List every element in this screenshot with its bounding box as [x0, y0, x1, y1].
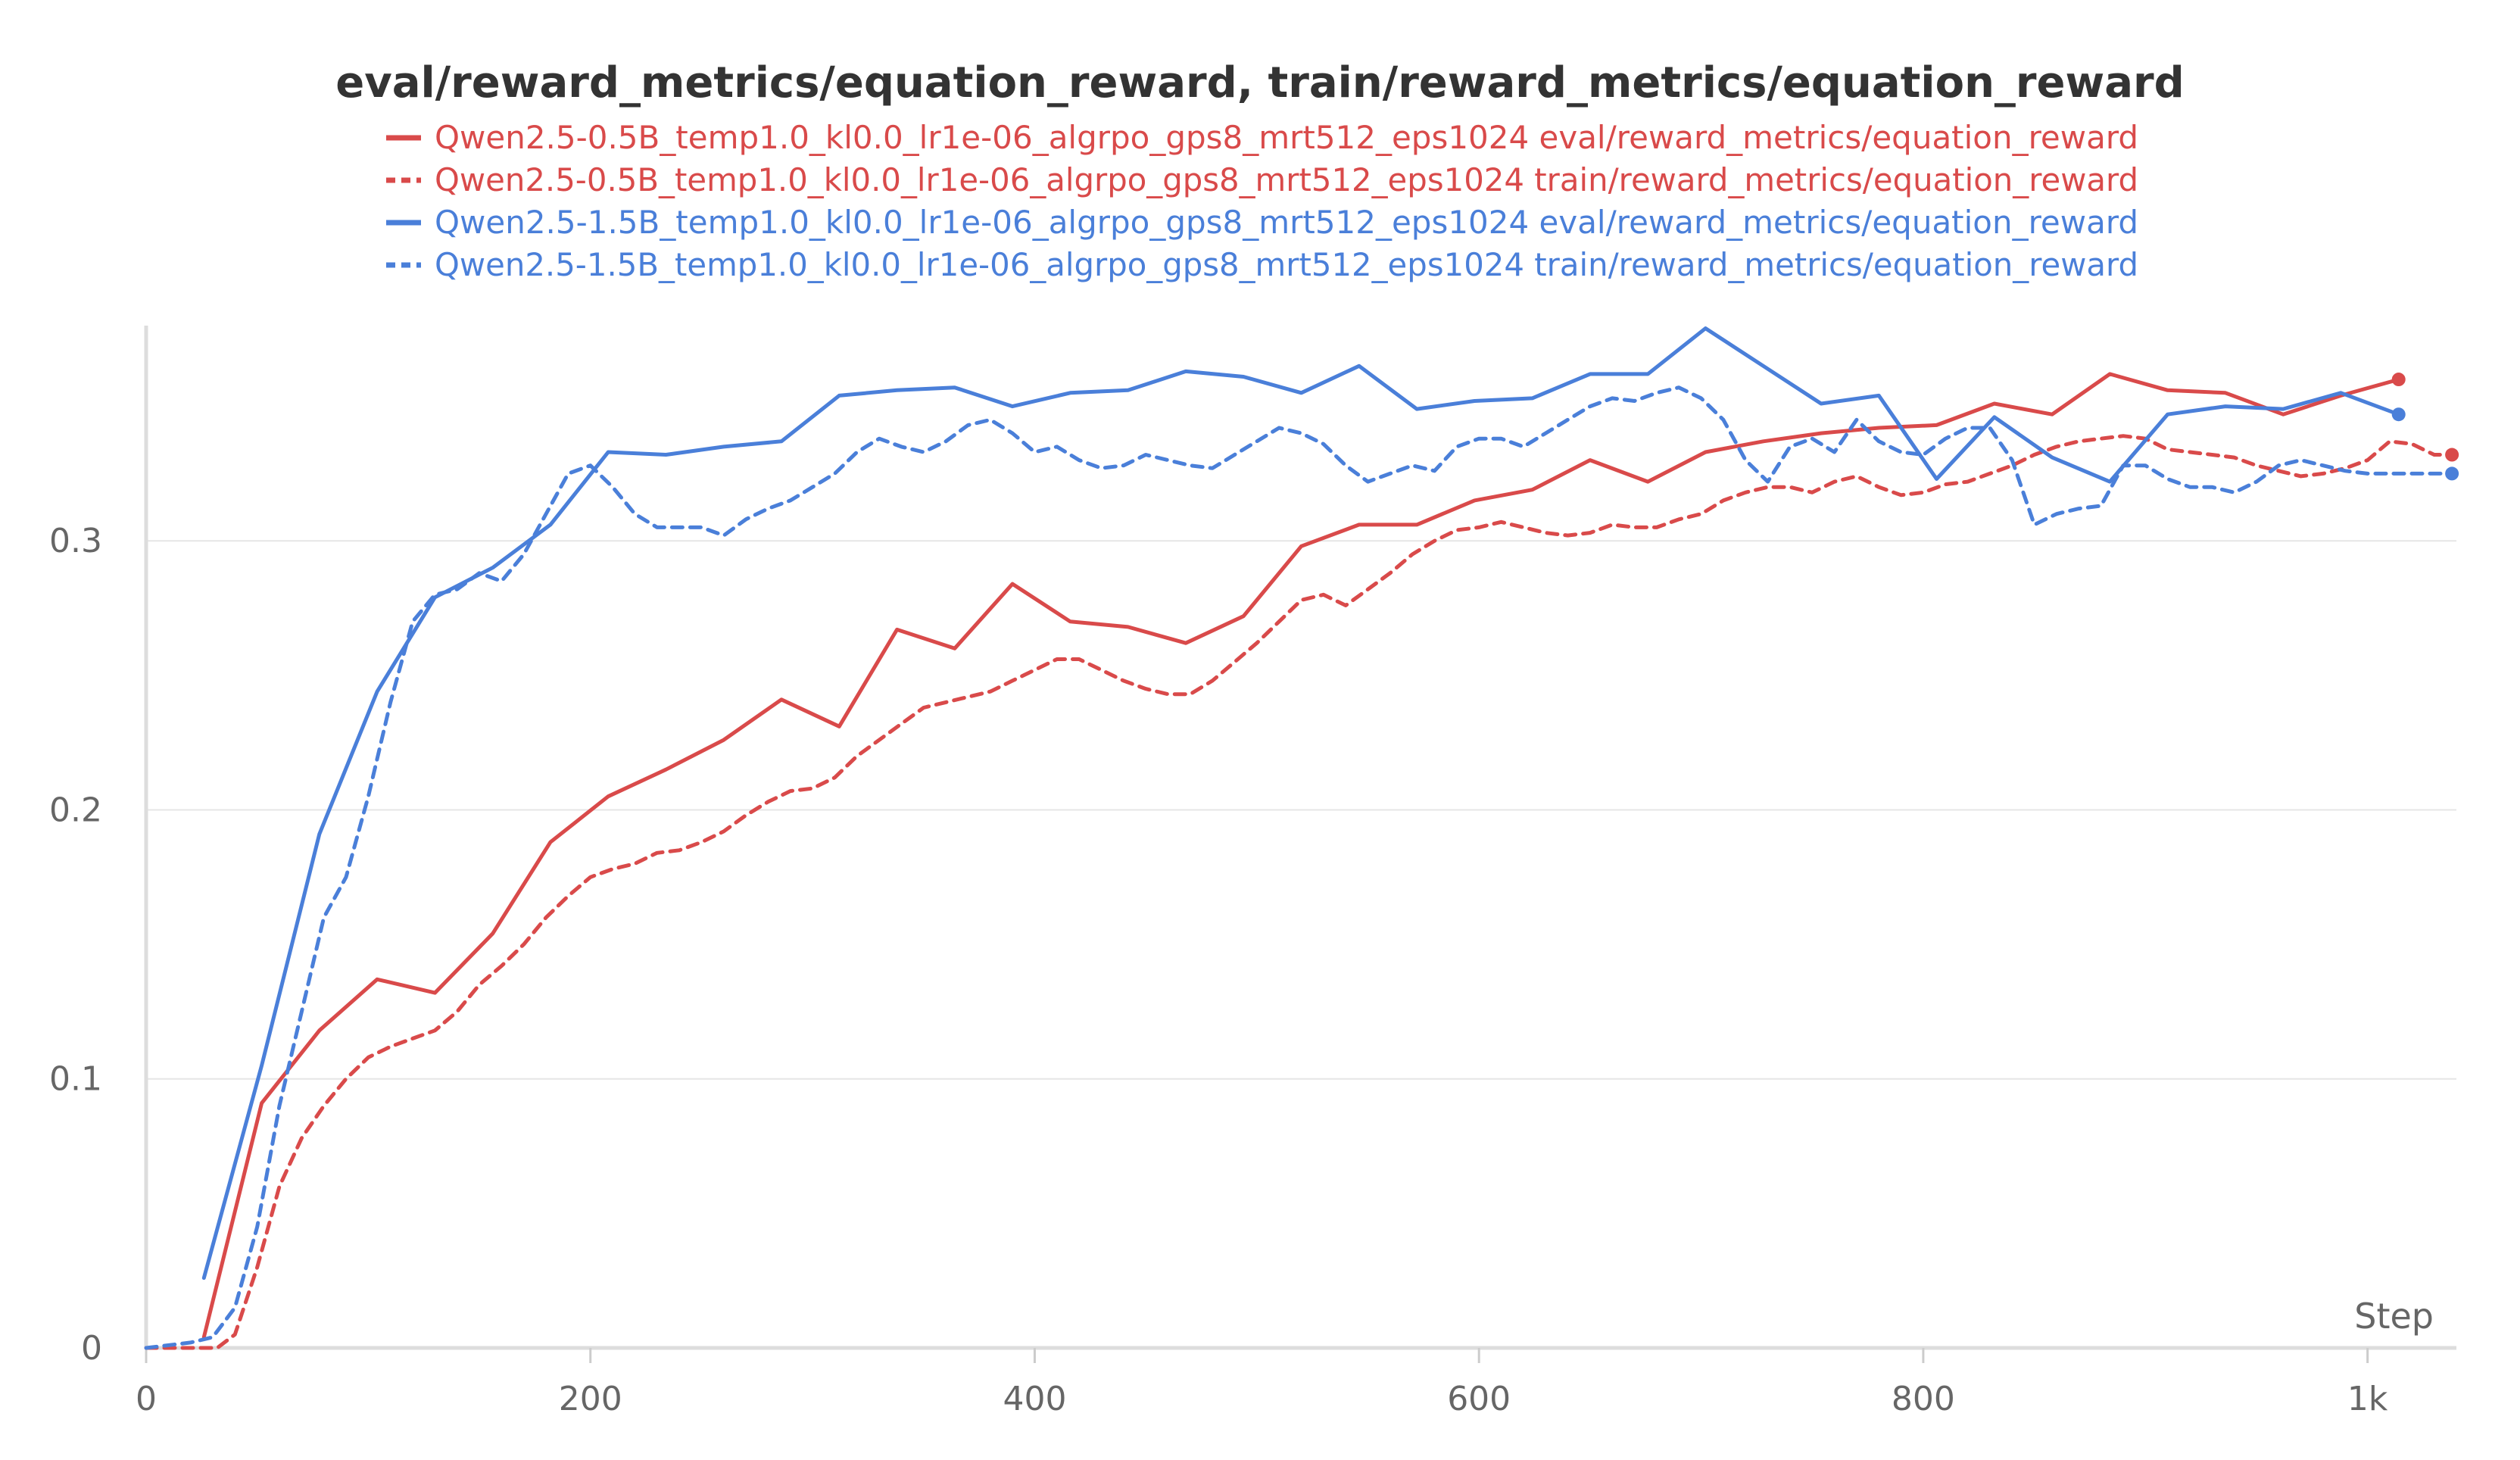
series-layer[interactable]: [144, 326, 2459, 1350]
chart-title: eval/reward_metrics/equation_reward, tra…: [335, 58, 2185, 108]
y-tick-label: 0.3: [49, 522, 102, 560]
legend[interactable]: Qwen2.5-0.5B_temp1.0_kl0.0_lr1e-06_algrp…: [386, 119, 2138, 283]
legend-label: Qwen2.5-1.5B_temp1.0_kl0.0_lr1e-06_algrp…: [435, 246, 2138, 283]
x-axis-label: Step: [2354, 1296, 2434, 1337]
x-tick-label: 200: [559, 1380, 622, 1418]
legend-label: Qwen2.5-0.5B_temp1.0_kl0.0_lr1e-06_algrp…: [435, 119, 2138, 156]
legend-item-1[interactable]: Qwen2.5-0.5B_temp1.0_kl0.0_lr1e-06_algrp…: [386, 119, 2138, 156]
x-tick-label: 0: [136, 1380, 157, 1418]
x-tick-label: 400: [1003, 1380, 1066, 1418]
gridlines: [146, 540, 2456, 1080]
x-tick-label: 800: [1892, 1380, 1955, 1418]
series-end-marker-1[interactable]: [2391, 373, 2406, 387]
series-end-marker-4[interactable]: [2445, 466, 2459, 481]
legend-item-4[interactable]: Qwen2.5-1.5B_temp1.0_kl0.0_lr1e-06_algrp…: [386, 246, 2138, 283]
x-tick-label: 1k: [2347, 1380, 2388, 1418]
axes: 0 0.1 0.2 0.3 0 200 400 600 800 1k: [49, 326, 2456, 1418]
y-tick-label: 0.1: [49, 1060, 102, 1099]
y-tick-label: 0: [81, 1329, 102, 1368]
y-tick-label: 0.2: [49, 791, 102, 829]
legend-label: Qwen2.5-0.5B_temp1.0_kl0.0_lr1e-06_algrp…: [435, 161, 2138, 198]
series-line-2[interactable]: [144, 434, 2454, 1350]
series-line-3[interactable]: [201, 326, 2401, 1281]
x-tick-label: 600: [1447, 1380, 1511, 1418]
legend-item-3[interactable]: Qwen2.5-1.5B_temp1.0_kl0.0_lr1e-06_algrp…: [386, 204, 2138, 241]
legend-item-2[interactable]: Qwen2.5-0.5B_temp1.0_kl0.0_lr1e-06_algrp…: [386, 161, 2138, 198]
series-line-4[interactable]: [144, 385, 2454, 1350]
series-end-marker-2[interactable]: [2445, 448, 2459, 462]
legend-label: Qwen2.5-1.5B_temp1.0_kl0.0_lr1e-06_algrp…: [435, 204, 2138, 241]
series-end-marker-3[interactable]: [2391, 407, 2406, 422]
series-line-1[interactable]: [201, 372, 2401, 1340]
